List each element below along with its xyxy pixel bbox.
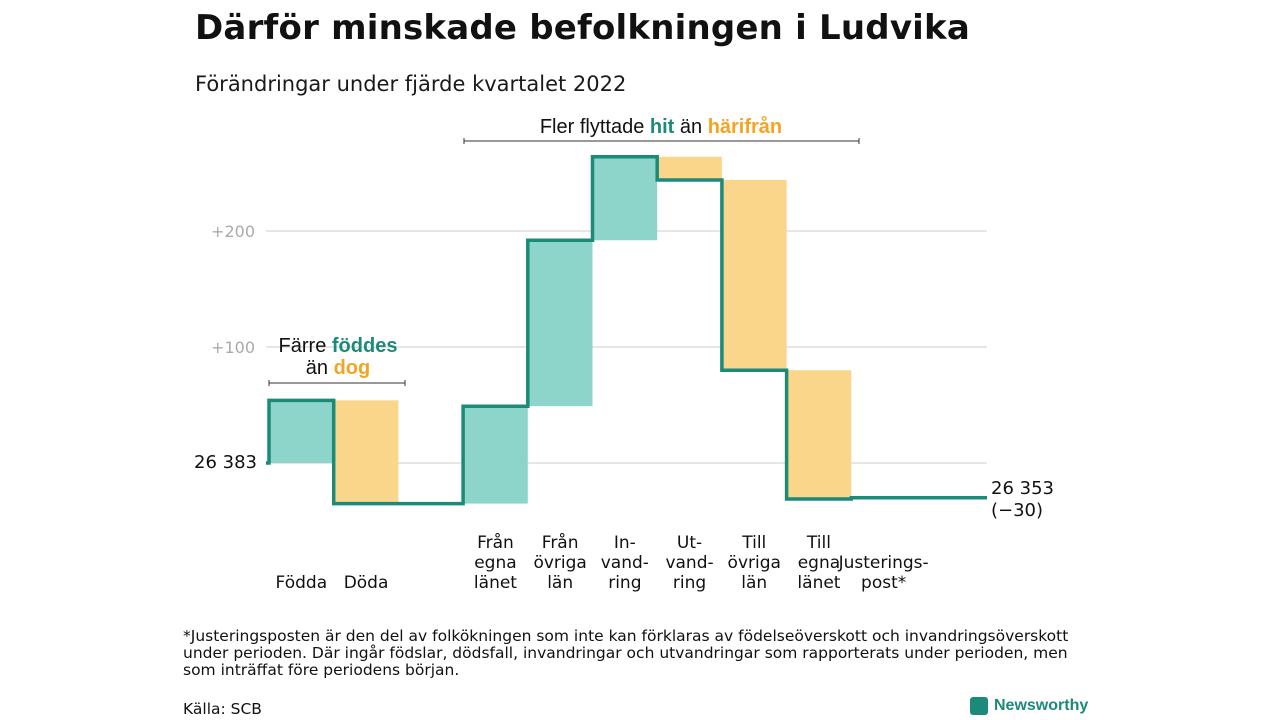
category-label: Födda — [276, 573, 328, 593]
migration-anno-middle: än — [674, 116, 707, 138]
category-label: län — [547, 573, 573, 593]
category-label: länet — [797, 573, 840, 593]
bar-7 — [721, 179, 787, 371]
category-labels-layer: Födda DödaFrånegnalänetFrånövrigalänIn-va… — [276, 532, 929, 593]
migration-anno-hit: hit — [650, 116, 675, 138]
waterfall-step-line — [266, 155, 987, 506]
category-label: vand- — [665, 553, 713, 573]
category-label: ring — [673, 573, 706, 593]
bars-layer — [269, 156, 852, 504]
migration-anno-harifran: härifrån — [708, 115, 782, 138]
footnote: *Justeringsposten är den del av folkökni… — [183, 627, 1069, 679]
source-label: Källa: SCB — [183, 700, 262, 718]
category-label: Till — [741, 533, 766, 553]
bar-4 — [527, 240, 593, 407]
deaths-anno-highlight: dog — [334, 357, 371, 379]
category-label: övriga — [728, 553, 781, 573]
svg-text:Fler flyttade hit än härifrån: Fler flyttade hit än härifrån — [540, 115, 782, 138]
births-anno-highlight: föddes — [332, 335, 398, 357]
category-label: övriga — [533, 553, 586, 573]
category-label: Justerings- — [838, 553, 929, 573]
newsworthy-logo[interactable]: Newsworthy — [970, 697, 1088, 715]
end-value-label: 26 353 — [991, 478, 1054, 499]
births-anno-prefix: Färre — [279, 335, 332, 357]
migration-annotation: Fler flyttade hit än härifrån — [463, 115, 860, 144]
bar-8 — [786, 370, 852, 499]
category-label: Till — [806, 533, 831, 553]
deaths-anno-prefix: än — [306, 357, 334, 379]
category-label: ring — [608, 573, 641, 593]
bar-5 — [592, 156, 658, 241]
category-label: In- — [614, 533, 636, 553]
svg-text:Färre föddes: Färre föddes — [279, 335, 398, 357]
category-label: post* — [861, 573, 906, 593]
category-label: Ut- — [677, 533, 702, 553]
category-label: Från — [542, 532, 579, 553]
bar-3 — [463, 406, 528, 504]
chart-title: Därför minskade befolkningen i Ludvika — [195, 8, 970, 48]
category-label: Döda — [344, 573, 389, 593]
newsworthy-logo-icon — [970, 697, 988, 715]
category-label: vand- — [601, 553, 649, 573]
step-line-layer — [266, 155, 987, 506]
start-value-label: 26 383 — [194, 452, 257, 473]
bar-1 — [333, 400, 399, 504]
waterfall-chart: +100+200 Födda DödaFrånegnalänetFrånövrig… — [194, 115, 1054, 593]
svg-text:än dog: än dog — [306, 357, 370, 379]
chart-subtitle: Förändringar under fjärde kvartalet 2022 — [195, 72, 627, 96]
category-label: länet — [474, 573, 517, 593]
births-deaths-annotation: Färre föddes än dog — [268, 335, 406, 386]
grid-layer: +100 +200 — [211, 222, 987, 464]
newsworthy-logo-text: Newsworthy — [994, 697, 1089, 714]
end-change-label: (−30) — [991, 500, 1043, 521]
migration-anno-prefix: Fler flyttade — [540, 116, 650, 138]
y-tick-label: +200 — [211, 222, 255, 241]
category-label: egna — [798, 553, 840, 573]
category-label: län — [741, 573, 767, 593]
category-label: egna — [474, 553, 516, 573]
category-label: Från — [477, 532, 514, 553]
bar-6 — [657, 156, 722, 180]
y-tick-label: +100 — [211, 338, 255, 357]
bar-0 — [269, 400, 334, 463]
